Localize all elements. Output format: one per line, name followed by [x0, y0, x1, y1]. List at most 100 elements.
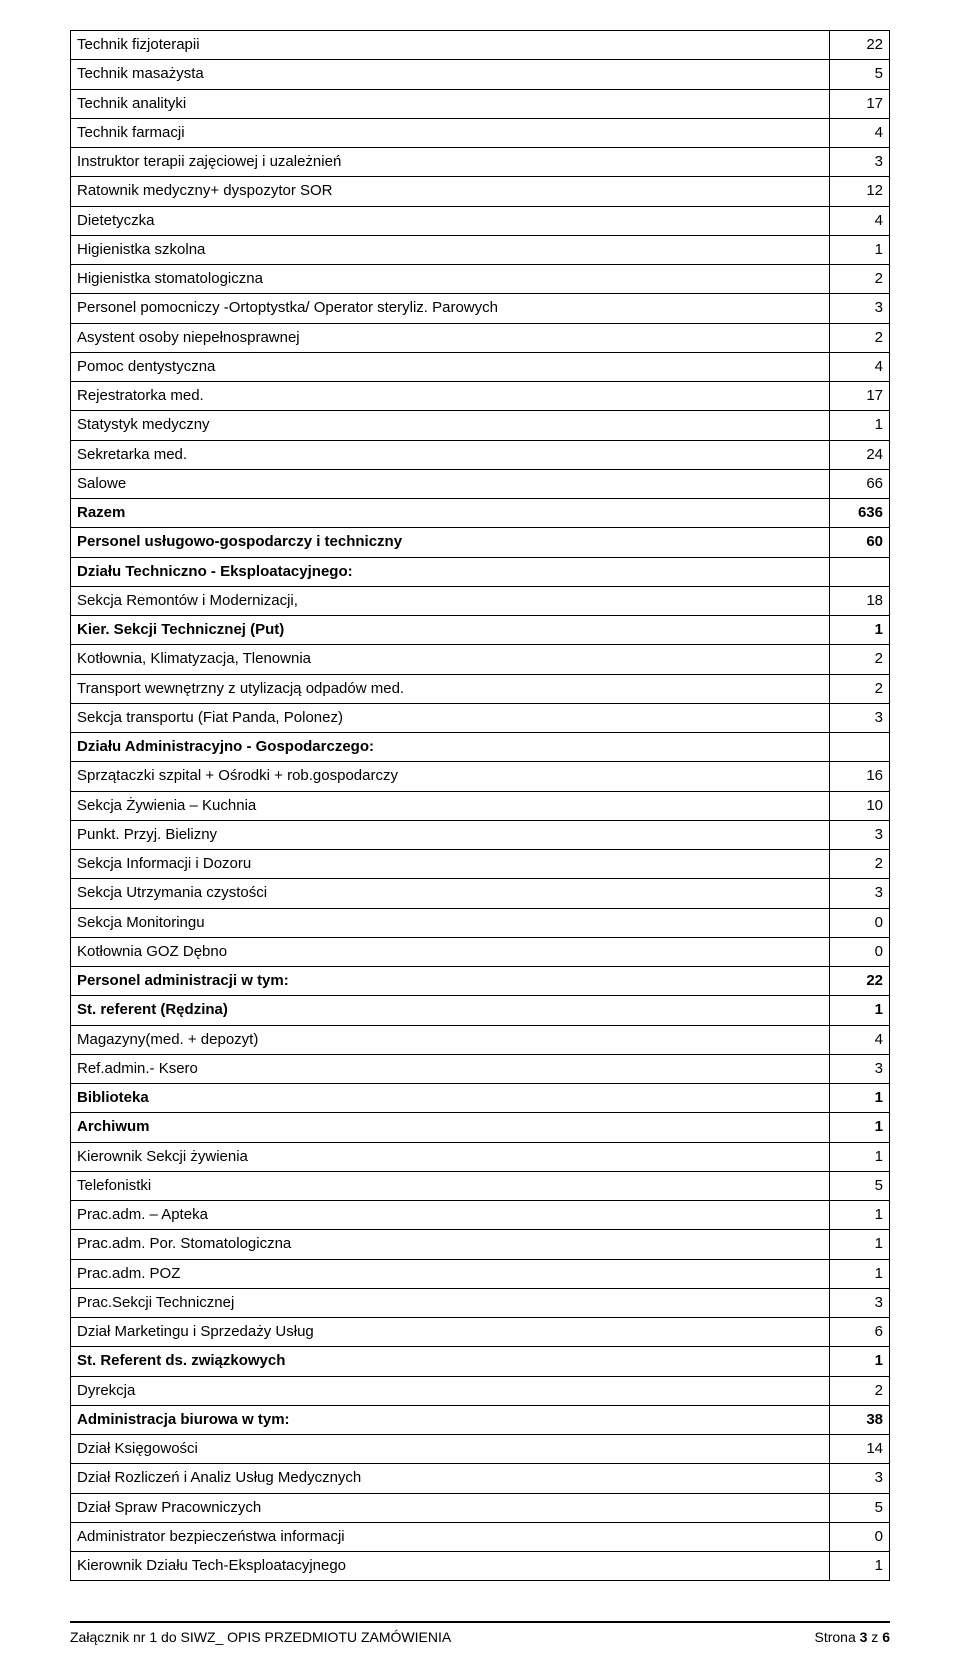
table-row: Rejestratorka med.17	[71, 382, 890, 411]
row-label: Sprzątaczki szpital + Ośrodki + rob.gosp…	[71, 762, 830, 791]
row-label: Razem	[71, 499, 830, 528]
row-value: 3	[830, 1288, 890, 1317]
row-value: 16	[830, 762, 890, 791]
row-value: 1	[830, 616, 890, 645]
row-value: 60	[830, 528, 890, 557]
table-row: Technik farmacji4	[71, 118, 890, 147]
row-label: Magazyny(med. + depozyt)	[71, 1025, 830, 1054]
table-row: Dział Rozliczeń i Analiz Usług Medycznyc…	[71, 1464, 890, 1493]
table-row: Sekcja Remontów i Modernizacji,18	[71, 586, 890, 615]
row-label: Sekcja Utrzymania czystości	[71, 879, 830, 908]
row-value: 17	[830, 89, 890, 118]
row-label: St. referent (Rędzina)	[71, 996, 830, 1025]
row-label: Dział Marketingu i Sprzedaży Usług	[71, 1318, 830, 1347]
row-label: Sekcja Monitoringu	[71, 908, 830, 937]
table-row: Technik analityki17	[71, 89, 890, 118]
row-value: 12	[830, 177, 890, 206]
table-row: Sekcja transportu (Fiat Panda, Polonez)3	[71, 703, 890, 732]
row-label: Ref.admin.- Ksero	[71, 1054, 830, 1083]
table-row: Prac.adm. Por. Stomatologiczna1	[71, 1230, 890, 1259]
row-value: 5	[830, 60, 890, 89]
table-row: Instruktor terapii zajęciowej i uzależni…	[71, 148, 890, 177]
row-value: 3	[830, 294, 890, 323]
row-value: 3	[830, 148, 890, 177]
table-row: Ref.admin.- Ksero3	[71, 1054, 890, 1083]
row-value: 4	[830, 1025, 890, 1054]
row-value: 2	[830, 1376, 890, 1405]
row-value: 1	[830, 1230, 890, 1259]
row-value: 1	[830, 1347, 890, 1376]
personnel-table: Technik fizjoterapii22Technik masażysta5…	[70, 30, 890, 1581]
row-value: 10	[830, 791, 890, 820]
table-row: Kierownik Działu Tech-Eksploatacyjnego1	[71, 1552, 890, 1581]
table-row: Transport wewnętrzny z utylizacją odpadó…	[71, 674, 890, 703]
row-label: Higienistka szkolna	[71, 235, 830, 264]
row-value: 4	[830, 352, 890, 381]
table-row: Działu Administracyjno - Gospodarczego:	[71, 733, 890, 762]
table-row: Higienistka stomatologiczna2	[71, 265, 890, 294]
row-value: 1	[830, 1084, 890, 1113]
row-label: Sekretarka med.	[71, 440, 830, 469]
table-row: Biblioteka1	[71, 1084, 890, 1113]
row-value: 4	[830, 118, 890, 147]
row-label: Prac.Sekcji Technicznej	[71, 1288, 830, 1317]
row-label: Personel administracji w tym:	[71, 967, 830, 996]
row-label: Sekcja Informacji i Dozoru	[71, 850, 830, 879]
row-label: Dyrekcja	[71, 1376, 830, 1405]
table-row: Salowe66	[71, 469, 890, 498]
table-row: Dział Spraw Pracowniczych5	[71, 1493, 890, 1522]
row-label: Kierownik Działu Tech-Eksploatacyjnego	[71, 1552, 830, 1581]
row-label: Działu Administracyjno - Gospodarczego:	[71, 733, 830, 762]
row-value: 3	[830, 703, 890, 732]
row-label: Dietetyczka	[71, 206, 830, 235]
row-label: Kierownik Sekcji żywienia	[71, 1142, 830, 1171]
table-row: Administracja biurowa w tym:38	[71, 1405, 890, 1434]
row-label: Higienistka stomatologiczna	[71, 265, 830, 294]
row-label: Działu Techniczno - Eksploatacyjnego:	[71, 557, 830, 586]
row-value: 0	[830, 1522, 890, 1551]
table-row: Pomoc dentystyczna4	[71, 352, 890, 381]
row-label: Kotłownia GOZ Dębno	[71, 937, 830, 966]
row-label: Personel usługowo-gospodarczy i technicz…	[71, 528, 830, 557]
table-row: Dział Księgowości14	[71, 1435, 890, 1464]
table-row: Statystyk medyczny1	[71, 411, 890, 440]
row-label: Biblioteka	[71, 1084, 830, 1113]
row-label: Prac.adm. POZ	[71, 1259, 830, 1288]
row-value: 0	[830, 908, 890, 937]
row-value: 636	[830, 499, 890, 528]
row-label: Salowe	[71, 469, 830, 498]
row-value: 1	[830, 1552, 890, 1581]
table-row: Kierownik Sekcji żywienia1	[71, 1142, 890, 1171]
row-value: 38	[830, 1405, 890, 1434]
table-row: Dyrekcja2	[71, 1376, 890, 1405]
row-label: Personel pomocniczy -Ortoptystka/ Operat…	[71, 294, 830, 323]
table-row: Higienistka szkolna1	[71, 235, 890, 264]
row-label: Dział Spraw Pracowniczych	[71, 1493, 830, 1522]
row-label: Sekcja Żywienia – Kuchnia	[71, 791, 830, 820]
row-value: 3	[830, 879, 890, 908]
row-label: Instruktor terapii zajęciowej i uzależni…	[71, 148, 830, 177]
row-value: 2	[830, 674, 890, 703]
row-label: Technik fizjoterapii	[71, 31, 830, 60]
row-value: 4	[830, 206, 890, 235]
row-label: Prac.adm. Por. Stomatologiczna	[71, 1230, 830, 1259]
row-label: Ratownik medyczny+ dyspozytor SOR	[71, 177, 830, 206]
row-label: Technik masażysta	[71, 60, 830, 89]
row-label: Asystent osoby niepełnosprawnej	[71, 323, 830, 352]
table-row: Sekcja Żywienia – Kuchnia10	[71, 791, 890, 820]
row-value: 1	[830, 1259, 890, 1288]
table-row: Działu Techniczno - Eksploatacyjnego:	[71, 557, 890, 586]
row-label: Kier. Sekcji Technicznej (Put)	[71, 616, 830, 645]
row-value: 3	[830, 1054, 890, 1083]
table-row: Kotłownia, Klimatyzacja, Tlenownia2	[71, 645, 890, 674]
row-label: Telefonistki	[71, 1171, 830, 1200]
row-value: 18	[830, 586, 890, 615]
row-value: 2	[830, 265, 890, 294]
table-row: Dietetyczka4	[71, 206, 890, 235]
row-value: 5	[830, 1171, 890, 1200]
row-label: Dział Rozliczeń i Analiz Usług Medycznyc…	[71, 1464, 830, 1493]
row-value: 1	[830, 1113, 890, 1142]
row-value: 2	[830, 850, 890, 879]
row-label: Kotłownia, Klimatyzacja, Tlenownia	[71, 645, 830, 674]
table-row: Sekcja Monitoringu0	[71, 908, 890, 937]
